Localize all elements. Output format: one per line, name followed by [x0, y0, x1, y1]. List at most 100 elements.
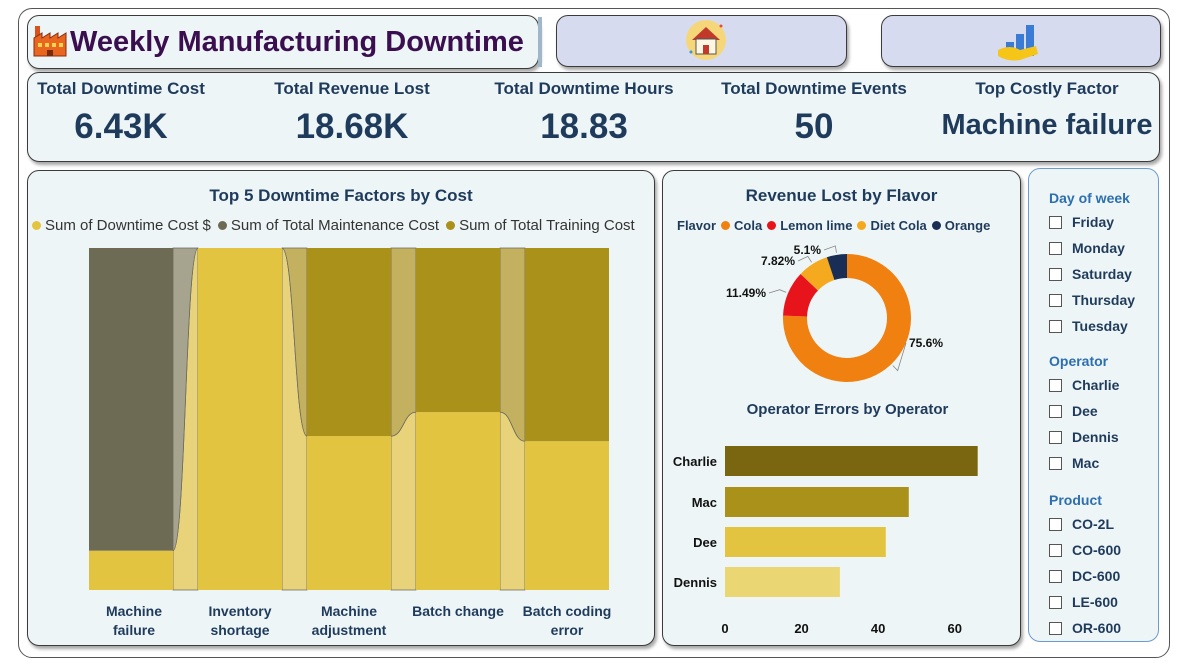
- bar-segment[interactable]: [416, 248, 500, 413]
- x-tick-label: 60: [947, 621, 961, 636]
- checkbox[interactable]: [1049, 430, 1062, 444]
- data-label: 7.82%: [761, 254, 795, 268]
- bar-chart-icon: [998, 25, 1038, 61]
- ribbon-connector: [499, 247, 526, 442]
- factors-ribbon-chart[interactable]: Machine failure Inventory shortage Machine ad…: [28, 171, 654, 645]
- ribbon-connector: [281, 247, 308, 437]
- donut-slice[interactable]: [826, 254, 847, 281]
- leader-line: [823, 245, 837, 253]
- slicer-option-product[interactable]: CO-2L: [1049, 516, 1114, 532]
- kpi-value: 6.43K: [74, 107, 168, 146]
- slicer-title-operator: Operator: [1049, 353, 1109, 369]
- kpi-value: Machine failure: [941, 109, 1153, 141]
- bar-segment[interactable]: [198, 248, 282, 590]
- kpi-label: Top Costly Factor: [975, 79, 1119, 98]
- checkbox[interactable]: [1049, 241, 1062, 255]
- operator-bar-chart[interactable]: Charlie Mac Dee Dennis 0 20 40 60: [663, 431, 1020, 643]
- factors-chart-title: Top 5 Downtime Factors by Cost: [209, 186, 473, 205]
- kpi-label: Total Downtime Cost: [37, 79, 205, 98]
- legend-label: Orange: [944, 218, 991, 233]
- leader-line: [797, 255, 812, 263]
- legend-label: Lemon lime: [780, 218, 853, 233]
- operator-label: Mac: [692, 495, 717, 510]
- bar-segment[interactable]: [89, 248, 173, 551]
- operator-bar[interactable]: [725, 527, 886, 557]
- checkbox[interactable]: [1049, 267, 1062, 281]
- legend-dot: [32, 221, 41, 230]
- legend-label: Sum of Total Training Cost: [459, 217, 635, 234]
- slicer-option-day[interactable]: Tuesday: [1049, 318, 1128, 334]
- slicer-title-product: Product: [1049, 492, 1102, 508]
- slicer-option-operator[interactable]: Dennis: [1049, 429, 1119, 445]
- bar-segment[interactable]: [525, 441, 609, 590]
- slicer-option-label: LE-600: [1072, 594, 1118, 610]
- operator-label: Dennis: [674, 575, 717, 590]
- category-label: error: [551, 622, 584, 638]
- checkbox[interactable]: [1049, 293, 1062, 307]
- slicer-option-day[interactable]: Saturday: [1049, 266, 1132, 282]
- flavor-donut-chart[interactable]: 75.6% 11.49% 7.82%5.1%: [663, 241, 1020, 391]
- legend-dot: [767, 221, 777, 230]
- checkbox[interactable]: [1049, 378, 1062, 392]
- slicer-option-label: CO-2L: [1072, 516, 1114, 532]
- category-label: shortage: [210, 622, 269, 638]
- checkbox[interactable]: [1049, 456, 1062, 470]
- legend-item[interactable]: Sum of Total Training Cost: [446, 217, 635, 234]
- legend-label: Sum of Total Maintenance Cost: [230, 217, 440, 234]
- donut-slice[interactable]: [783, 254, 911, 382]
- slicer-option-operator[interactable]: Charlie: [1049, 377, 1119, 393]
- checkbox[interactable]: [1049, 595, 1062, 609]
- slicer-option-operator[interactable]: Mac: [1049, 455, 1099, 471]
- bar-segment[interactable]: [89, 550, 173, 590]
- legend-item[interactable]: Diet Cola: [857, 218, 927, 233]
- legend-item[interactable]: Lemon lime: [767, 218, 852, 233]
- leader-line: [768, 289, 787, 294]
- slicer-option-product[interactable]: OR-600: [1049, 620, 1121, 636]
- bar-segment[interactable]: [525, 248, 609, 442]
- legend-item[interactable]: Cola: [721, 218, 762, 233]
- slicer-option-day[interactable]: Monday: [1049, 240, 1125, 256]
- donut-slice[interactable]: [783, 273, 818, 317]
- checkbox[interactable]: [1049, 517, 1062, 531]
- slicer-option-label: Tuesday: [1072, 318, 1128, 334]
- legend-item[interactable]: Orange: [931, 218, 991, 233]
- checkbox[interactable]: [1049, 621, 1062, 635]
- slicer-option-product[interactable]: CO-600: [1049, 542, 1121, 558]
- data-label: 5.1%: [794, 243, 822, 257]
- kpi-top-costly-factor: Top Costly Factor Machine failure: [934, 73, 1160, 142]
- operator-bar[interactable]: [725, 487, 909, 517]
- slicer-option-label: Monday: [1072, 240, 1125, 256]
- operator-bar[interactable]: [725, 567, 840, 597]
- kpi-label: Total Downtime Hours: [494, 79, 674, 98]
- slicer-option-day[interactable]: Thursday: [1049, 292, 1135, 308]
- slicer-option-operator[interactable]: Dee: [1049, 403, 1098, 419]
- bar-segment[interactable]: [307, 248, 391, 437]
- x-tick-label: 40: [871, 621, 885, 636]
- legend-item[interactable]: Sum of Total Maintenance Cost: [217, 217, 440, 234]
- donut-slice[interactable]: [800, 257, 835, 291]
- operator-bar[interactable]: [725, 446, 978, 476]
- slicer-option-label: Charlie: [1072, 377, 1120, 393]
- home-button[interactable]: [556, 15, 847, 67]
- slicer-option-label: Thursday: [1072, 292, 1136, 308]
- bar-segment[interactable]: [307, 436, 391, 590]
- legend-item[interactable]: Sum of Downtime Cost $: [32, 217, 211, 234]
- filter-panel: Day of week Friday Monday Saturday Thurs…: [1028, 168, 1159, 642]
- legend-label: Diet Cola: [870, 218, 927, 233]
- legend-label: Sum of Downtime Cost $: [45, 217, 211, 234]
- checkbox[interactable]: [1049, 543, 1062, 557]
- ribbon-connector: [390, 411, 417, 591]
- slicer-option-product[interactable]: LE-600: [1049, 594, 1118, 610]
- category-label: Batch change: [412, 603, 504, 619]
- checkbox[interactable]: [1049, 319, 1062, 333]
- checkbox[interactable]: [1049, 569, 1062, 583]
- slicer-option-day[interactable]: Friday: [1049, 214, 1114, 230]
- checkbox[interactable]: [1049, 215, 1062, 229]
- checkbox[interactable]: [1049, 404, 1062, 418]
- charts-button[interactable]: [881, 15, 1161, 67]
- kpi-downtime-cost: Total Downtime Cost 6.43K: [28, 73, 214, 147]
- bar-segment[interactable]: [416, 412, 500, 590]
- slicer-option-label: Saturday: [1072, 266, 1132, 282]
- slicer-option-product[interactable]: DC-600: [1049, 568, 1120, 584]
- slicer-title-day: Day of week: [1049, 190, 1130, 206]
